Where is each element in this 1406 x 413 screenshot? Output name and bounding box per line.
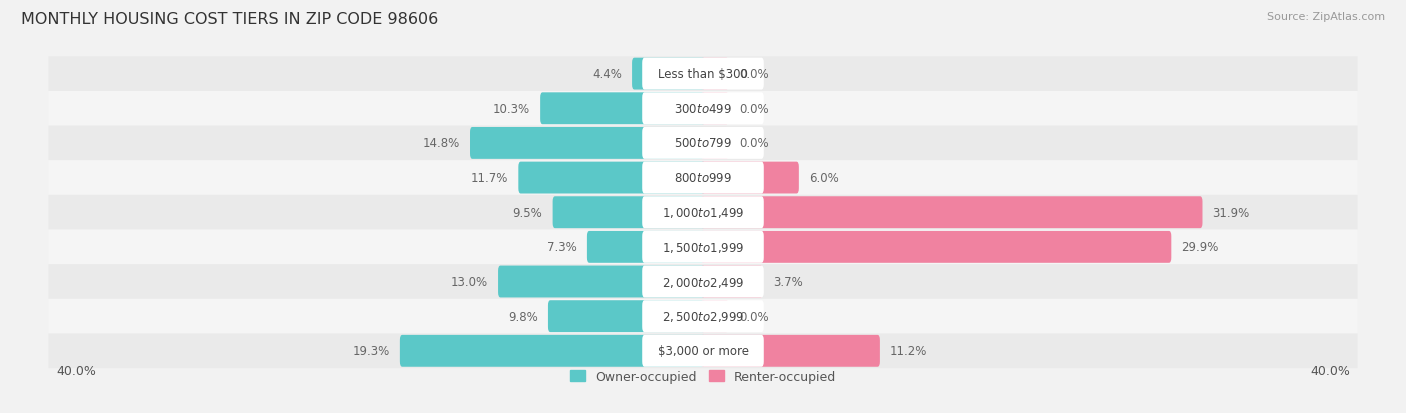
FancyBboxPatch shape xyxy=(48,126,1358,161)
FancyBboxPatch shape xyxy=(700,335,880,367)
FancyBboxPatch shape xyxy=(586,231,706,263)
Legend: Owner-occupied, Renter-occupied: Owner-occupied, Renter-occupied xyxy=(565,365,841,388)
Text: MONTHLY HOUSING COST TIERS IN ZIP CODE 98606: MONTHLY HOUSING COST TIERS IN ZIP CODE 9… xyxy=(21,12,439,27)
Text: $800 to $999: $800 to $999 xyxy=(673,172,733,185)
Text: $1,500 to $1,999: $1,500 to $1,999 xyxy=(662,240,744,254)
Text: 4.4%: 4.4% xyxy=(592,68,621,81)
FancyBboxPatch shape xyxy=(643,266,763,298)
FancyBboxPatch shape xyxy=(48,57,1358,92)
FancyBboxPatch shape xyxy=(700,197,1202,228)
Text: $1,000 to $1,499: $1,000 to $1,499 xyxy=(662,206,744,220)
FancyBboxPatch shape xyxy=(700,266,763,298)
FancyBboxPatch shape xyxy=(643,128,763,159)
FancyBboxPatch shape xyxy=(498,266,706,298)
Text: 40.0%: 40.0% xyxy=(56,365,96,377)
FancyBboxPatch shape xyxy=(48,334,1358,368)
FancyBboxPatch shape xyxy=(700,162,799,194)
Text: 0.0%: 0.0% xyxy=(738,310,769,323)
Text: 11.7%: 11.7% xyxy=(471,172,508,185)
FancyBboxPatch shape xyxy=(553,197,706,228)
Text: 3.7%: 3.7% xyxy=(773,275,803,288)
FancyBboxPatch shape xyxy=(519,162,706,194)
FancyBboxPatch shape xyxy=(643,301,763,332)
Text: 0.0%: 0.0% xyxy=(738,68,769,81)
Text: 11.2%: 11.2% xyxy=(890,344,928,357)
FancyBboxPatch shape xyxy=(700,301,728,332)
FancyBboxPatch shape xyxy=(700,93,728,125)
FancyBboxPatch shape xyxy=(643,59,763,90)
FancyBboxPatch shape xyxy=(548,301,706,332)
Text: 10.3%: 10.3% xyxy=(494,102,530,116)
FancyBboxPatch shape xyxy=(48,265,1358,299)
FancyBboxPatch shape xyxy=(48,299,1358,334)
FancyBboxPatch shape xyxy=(643,335,763,367)
Text: 13.0%: 13.0% xyxy=(451,275,488,288)
Text: 19.3%: 19.3% xyxy=(353,344,389,357)
Text: $500 to $799: $500 to $799 xyxy=(673,137,733,150)
FancyBboxPatch shape xyxy=(700,128,728,159)
Text: 31.9%: 31.9% xyxy=(1212,206,1250,219)
Text: 40.0%: 40.0% xyxy=(1310,365,1350,377)
FancyBboxPatch shape xyxy=(399,335,706,367)
FancyBboxPatch shape xyxy=(633,59,706,90)
Text: 7.3%: 7.3% xyxy=(547,241,576,254)
FancyBboxPatch shape xyxy=(643,93,763,125)
FancyBboxPatch shape xyxy=(470,128,706,159)
Text: $300 to $499: $300 to $499 xyxy=(673,102,733,116)
FancyBboxPatch shape xyxy=(700,59,728,90)
Text: 29.9%: 29.9% xyxy=(1181,241,1219,254)
Text: 6.0%: 6.0% xyxy=(808,172,839,185)
FancyBboxPatch shape xyxy=(48,161,1358,195)
Text: $3,000 or more: $3,000 or more xyxy=(658,344,748,357)
FancyBboxPatch shape xyxy=(643,197,763,228)
FancyBboxPatch shape xyxy=(48,195,1358,230)
Text: 9.8%: 9.8% xyxy=(508,310,538,323)
Text: 0.0%: 0.0% xyxy=(738,102,769,116)
Text: Less than $300: Less than $300 xyxy=(658,68,748,81)
FancyBboxPatch shape xyxy=(48,230,1358,265)
FancyBboxPatch shape xyxy=(700,231,1171,263)
Text: Source: ZipAtlas.com: Source: ZipAtlas.com xyxy=(1267,12,1385,22)
Text: $2,000 to $2,499: $2,000 to $2,499 xyxy=(662,275,744,289)
Text: 9.5%: 9.5% xyxy=(513,206,543,219)
FancyBboxPatch shape xyxy=(48,92,1358,126)
Text: $2,500 to $2,999: $2,500 to $2,999 xyxy=(662,309,744,323)
FancyBboxPatch shape xyxy=(643,162,763,194)
Text: 14.8%: 14.8% xyxy=(423,137,460,150)
FancyBboxPatch shape xyxy=(643,231,763,263)
FancyBboxPatch shape xyxy=(540,93,706,125)
Text: 0.0%: 0.0% xyxy=(738,137,769,150)
